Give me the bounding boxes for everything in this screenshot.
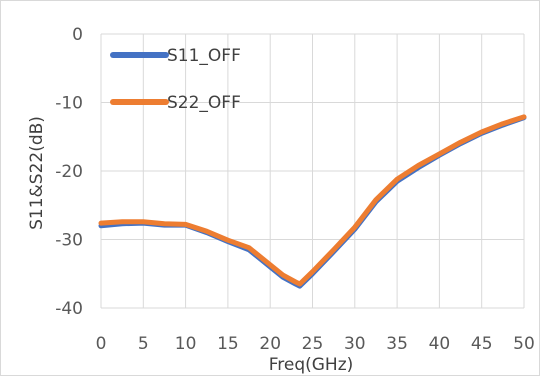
x-tick-label: 5 [138,334,149,354]
y-axis-title: S11&S22(dB) [27,116,47,230]
series-line-s22-off [98,114,527,287]
y-tick-label: -30 [55,231,83,251]
x-tick-label: 10 [175,334,197,354]
y-tick-label: -20 [55,162,83,182]
y-tick-label: -10 [55,94,83,114]
legend: S11_OFF S22_OFF [110,46,241,113]
series-layer [98,114,527,289]
x-axis-title: Freq(GHz) [269,355,354,375]
x-tick-label: 25 [302,334,324,354]
x-tick-label: 30 [344,334,366,354]
x-tick-label: 35 [386,334,408,354]
y-tick-label: 0 [72,25,83,45]
x-tick-label: 20 [259,334,281,354]
grid-layer [100,33,525,309]
legend-label: S11_OFF [167,46,241,66]
x-tick-label: 15 [217,334,239,354]
x-tick-label: 40 [429,334,451,354]
x-tick-label: 50 [513,334,535,354]
legend-label: S22_OFF [167,93,241,113]
y-tick-label: -40 [55,299,83,319]
x-tick-label: 45 [471,334,493,354]
tick-layer: 0 5 10 15 20 25 30 35 40 45 50 0 -10 -20 -30 -40 [55,25,535,354]
x-tick-label: 0 [96,334,107,354]
